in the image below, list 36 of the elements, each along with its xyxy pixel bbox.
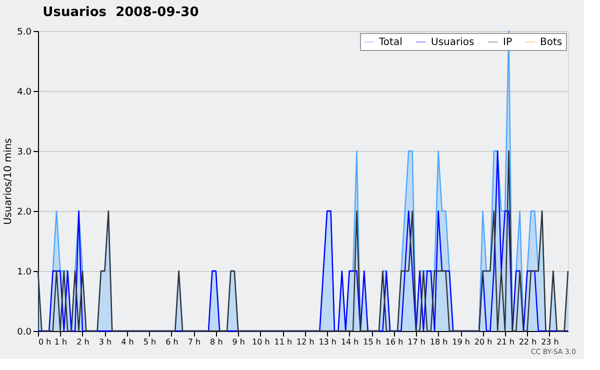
x-tick-label: 17 h [408, 338, 426, 346]
x-tick-label: 4 h [121, 338, 134, 346]
y-axis-title: Usuarios/10 mins [3, 138, 14, 225]
legend-label: Bots [540, 37, 562, 48]
x-tick-label: 8 h [210, 338, 223, 346]
x-tick-label: 14 h [340, 338, 359, 346]
x-tick-label: 21 h [496, 338, 514, 346]
x-tick-label: 6 h [166, 338, 178, 346]
y-tick-label: 3.0 [17, 148, 32, 158]
legend-label: IP [503, 37, 512, 48]
y-tick-label: 5.0 [17, 28, 32, 38]
x-tick-label: 5 h [143, 338, 156, 346]
y-tick-label: 1.0 [17, 268, 32, 278]
x-tick-label: 9 h [232, 338, 245, 346]
x-tick-label: 22 h [518, 338, 537, 346]
y-tick-label: 4.0 [17, 88, 32, 98]
chart-title: Usuarios 2008-09-30 [42, 5, 199, 20]
legend-label: Total [378, 37, 402, 48]
x-tick-label: 2 h [76, 338, 90, 346]
x-tick-label: 0 h [38, 338, 52, 346]
x-tick-label: 16 h [385, 338, 404, 346]
x-tick-label: 23 h [541, 338, 559, 346]
y-tick-label: 2.0 [17, 208, 32, 218]
x-tick-label: 20 h [474, 338, 492, 346]
x-tick-label: 19 h [452, 338, 470, 346]
x-tick-label: 15 h [363, 338, 381, 346]
x-tick-label: 7 h [188, 338, 201, 346]
x-tick-label: 13 h [318, 338, 336, 346]
x-tick-label: 11 h [274, 338, 292, 346]
y-tick-label: 0.0 [17, 328, 32, 338]
x-tick-label: 12 h [296, 338, 314, 346]
x-tick-label: 3 h [98, 338, 112, 346]
legend-label: Usuarios [431, 37, 474, 48]
x-tick-label: 10 h [252, 338, 270, 346]
x-tick-label: 18 h [430, 338, 448, 346]
x-tick-label: 1 h [54, 338, 68, 346]
